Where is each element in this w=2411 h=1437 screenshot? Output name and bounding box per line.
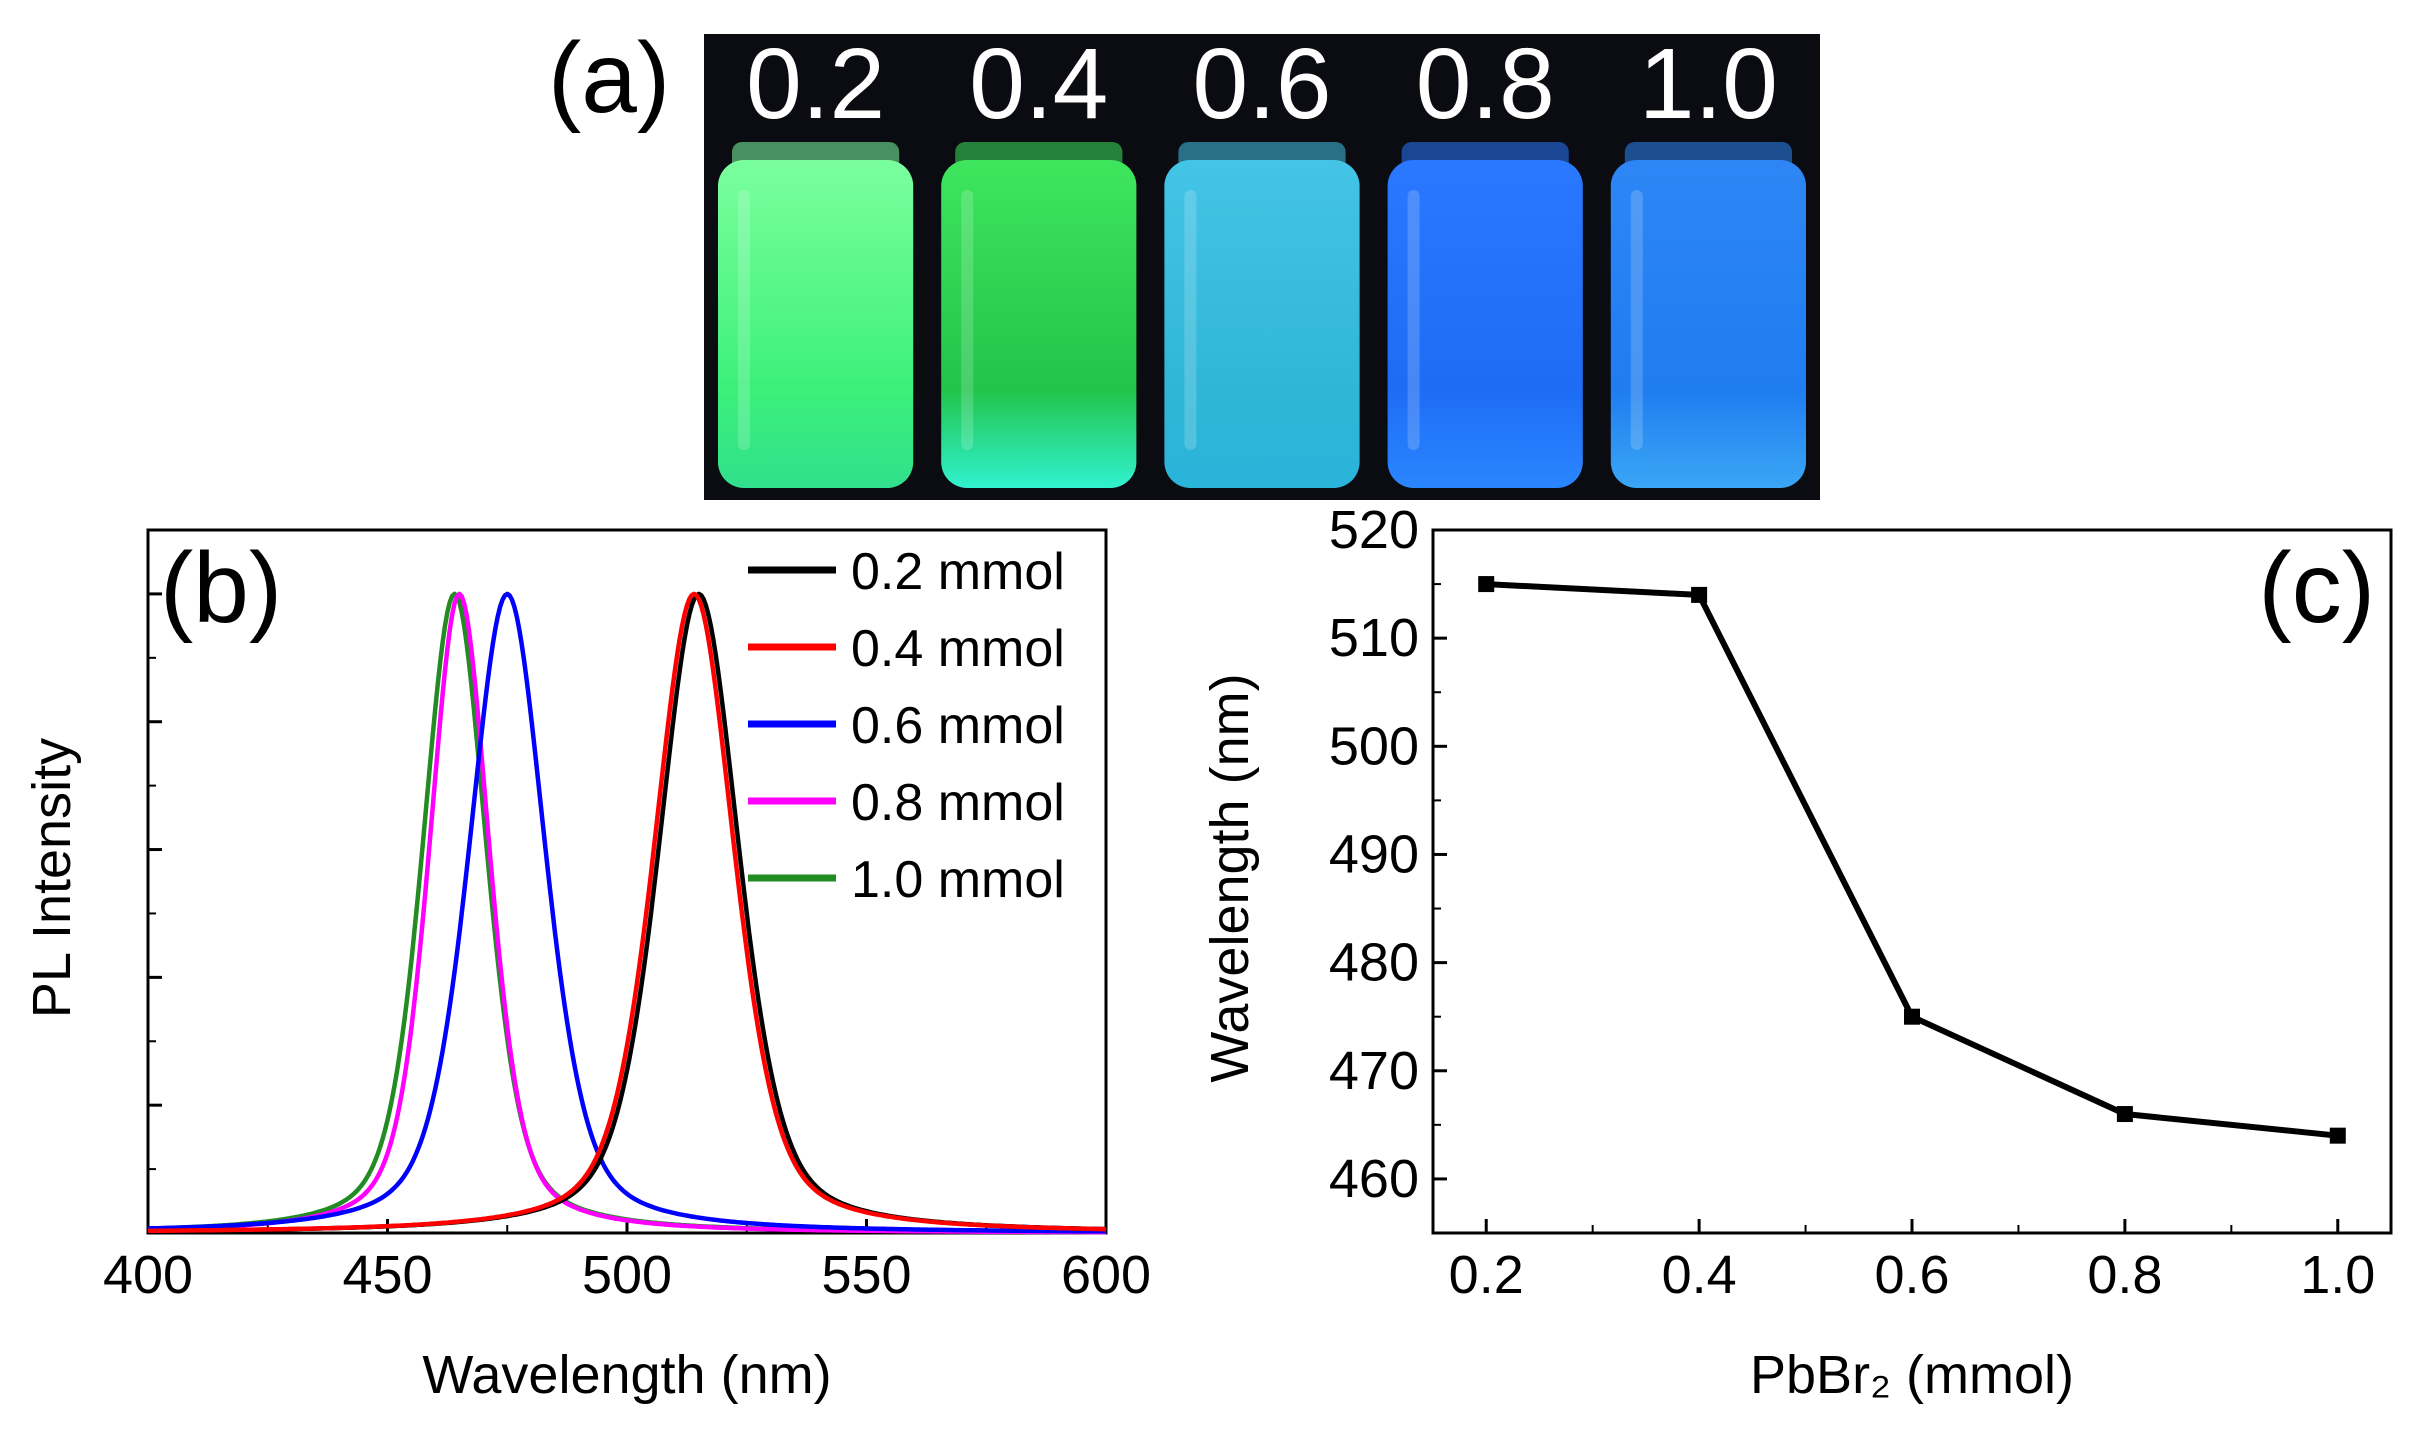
legend-label-b: 0.4 mmol	[851, 620, 1065, 678]
vial	[1610, 160, 1806, 488]
vial-label: 0.2	[746, 28, 885, 140]
data-point-c	[1904, 1008, 1920, 1025]
peak-panel-label: (c)	[2258, 532, 2375, 644]
series-line-b	[148, 591, 1106, 1235]
vial-label: 0.6	[1192, 28, 1331, 140]
y-tick-label-c: 510	[1329, 608, 1419, 668]
legend-label-b: 0.2 mmol	[851, 543, 1065, 601]
x-axis-title-b: Wavelength (nm)	[422, 1345, 831, 1405]
x-tick-label-b: 550	[821, 1245, 911, 1305]
y-tick-label-c: 470	[1329, 1041, 1419, 1101]
series-line-b	[147, 591, 1106, 1235]
series-c	[1478, 576, 2346, 1144]
x-axis-ticks-b: 400 450 500 550 600	[103, 592, 1151, 1305]
series-line-b	[148, 591, 1107, 1234]
y-axis-title-b: PL Intensity	[22, 738, 82, 1018]
y-tick-label-c: 500	[1329, 716, 1419, 776]
y-axis-title-c: Wavelength (nm)	[1200, 673, 1260, 1082]
vial	[718, 160, 914, 488]
data-point-c	[1478, 576, 1495, 593]
pl-spectra-chart: 400 450 500 550 600 (b) 0.2 mmol 0.4 mmol 0.6 …	[22, 528, 1151, 1405]
photo-panel-label: (a)	[548, 22, 670, 134]
y-tick-label-c: 480	[1329, 933, 1419, 993]
vial-highlight	[961, 190, 974, 450]
legend-label-b: 1.0 mmol	[851, 851, 1065, 909]
axis-ticks-c: 0.2 0.4 0.6 0.8 1.0 460 470 480 490 500 510 520	[1329, 500, 2375, 1305]
data-point-c	[2116, 1106, 2133, 1123]
x-tick-label-b: 400	[103, 1245, 193, 1305]
y-tick-label-c: 490	[1329, 824, 1419, 884]
x-tick-label-c: 0.8	[2087, 1245, 2162, 1305]
peak-wavelength-chart: 0.2 0.4 0.6 0.8 1.0 460 470 480 490 500 510 520 (c)…	[1200, 500, 2393, 1405]
x-tick-label-c: 0.4	[1662, 1245, 1737, 1305]
vial-highlight	[1407, 190, 1420, 450]
vial-label: 1.0	[1639, 28, 1778, 140]
series-line-c	[1486, 581, 2339, 1139]
vial	[1164, 160, 1360, 488]
vial-highlight	[738, 190, 750, 450]
x-tick-label-c: 0.6	[1874, 1245, 1949, 1305]
y-tick-label-c: 520	[1329, 500, 1419, 560]
vial	[1387, 160, 1583, 488]
data-point-c	[2329, 1127, 2346, 1144]
x-tick-label-b: 450	[342, 1245, 432, 1305]
pl-panel-label: (b)	[160, 532, 282, 644]
x-tick-label-c: 1.0	[2300, 1245, 2375, 1305]
series-line-b	[148, 591, 1107, 1234]
legend-b: 0.2 mmol 0.4 mmol 0.6 mmol 0.8 mmol 1.0 mmol	[748, 543, 1065, 909]
x-tick-label-b: 500	[582, 1245, 672, 1305]
legend-label-b: 0.8 mmol	[851, 774, 1065, 832]
vial	[941, 160, 1137, 488]
vial-label: 0.4	[969, 28, 1108, 140]
legend-label-b: 0.6 mmol	[851, 697, 1065, 755]
y-tick-label-c: 460	[1329, 1149, 1419, 1209]
series-line-b	[147, 591, 1106, 1234]
x-tick-label-c: 0.2	[1449, 1245, 1524, 1305]
vial-label: 0.8	[1416, 28, 1555, 140]
data-point-c	[1691, 586, 1708, 603]
vial-group: 0.2 0.4 0.6 0.8 1.0	[718, 28, 1806, 488]
photo-panel: (a) 0.2 0.4 0.6 0.8 1.0	[548, 22, 1820, 500]
vial-highlight	[1630, 190, 1643, 450]
vial-highlight	[1184, 190, 1197, 450]
x-axis-title-c: PbBr₂ (mmol)	[1750, 1345, 2074, 1405]
series-lines-b	[147, 591, 1107, 1235]
x-tick-label-b: 600	[1061, 1245, 1151, 1305]
